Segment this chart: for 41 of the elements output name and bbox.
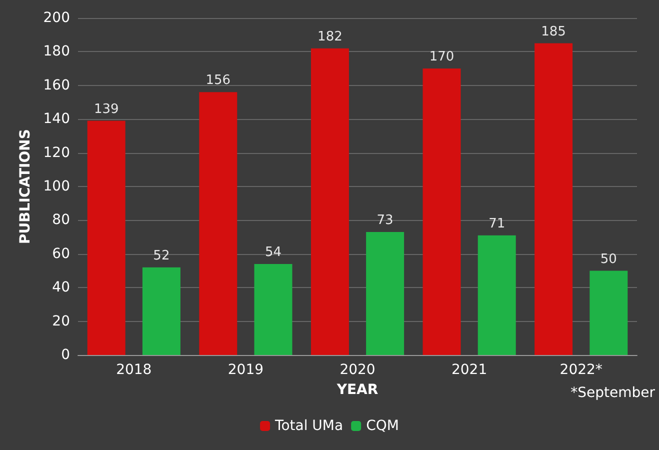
data-label: 54 <box>264 245 282 260</box>
data-label: 185 <box>541 24 566 40</box>
bar <box>142 267 180 355</box>
bar <box>87 120 126 355</box>
y-tick-label: 140 <box>43 111 70 128</box>
x-axis-title: YEAR <box>336 382 378 398</box>
bar <box>590 270 628 355</box>
x-tick-label: 2021 <box>451 362 488 378</box>
y-tick-label: 200 <box>43 10 70 26</box>
y-tick-label: 100 <box>43 178 70 194</box>
data-label: 50 <box>600 252 617 267</box>
bar <box>422 68 461 355</box>
y-tick-label: 60 <box>52 246 70 262</box>
data-label: 139 <box>94 102 119 117</box>
data-label: 73 <box>376 212 394 228</box>
y-tick-label: 120 <box>43 144 70 161</box>
x-tick-label: 2020 <box>340 362 376 378</box>
data-label: 71 <box>488 216 506 232</box>
data-label: 52 <box>153 248 170 264</box>
y-tick-label: 20 <box>52 313 70 330</box>
bar <box>366 232 404 355</box>
bar <box>310 48 349 355</box>
y-tick-label: 80 <box>52 212 70 228</box>
y-tick-label: 0 <box>61 347 70 363</box>
data-label: 170 <box>429 50 454 65</box>
bar <box>199 92 238 355</box>
y-tick-label: 180 <box>43 44 70 60</box>
legend-label: CQM <box>366 418 399 434</box>
legend-label: Total UMa <box>274 418 344 434</box>
y-tick-label: 40 <box>52 280 70 296</box>
bar <box>254 264 292 355</box>
x-tick-label: 2018 <box>116 362 152 378</box>
y-axis-title: PUBLICATIONS <box>17 129 34 244</box>
x-tick-label: 2022* <box>560 362 602 378</box>
data-label: 182 <box>318 29 342 44</box>
bar <box>478 235 516 355</box>
bar <box>534 43 573 355</box>
data-label: 156 <box>206 73 231 88</box>
text: *September <box>570 385 656 401</box>
y-tick-label: 160 <box>43 77 70 94</box>
x-tick-label: 2019 <box>228 362 264 378</box>
